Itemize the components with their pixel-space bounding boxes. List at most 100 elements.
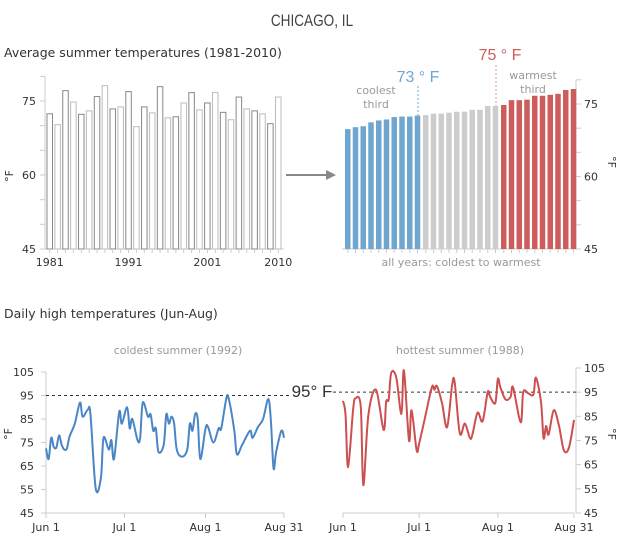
annual-y-tick-label: 75 (22, 95, 36, 108)
figure-title: CHICAGO, IL (271, 12, 354, 31)
sorted-bar (516, 100, 522, 249)
x-tick-label: Aug 31 (265, 521, 304, 534)
annual-bar-2009 (267, 123, 274, 250)
y-tick-label: 95 (20, 390, 34, 403)
sorted-bar (492, 105, 499, 249)
sorted-bar (563, 89, 569, 249)
sorted-bar (446, 112, 452, 249)
annual-bar-1994 (148, 112, 156, 250)
coolest-third-label: coolest (356, 84, 396, 97)
y-tick-label: 65 (584, 459, 598, 472)
hottest-summer-line-chart: hottest summer (1988) °F 45 55 65 75 85 95 105… (328, 344, 618, 534)
annual-x-tick-label: 2010 (264, 256, 292, 269)
annual-y-axis-label: °F (3, 170, 16, 182)
sorted-x-axis-label: all years: coldest to warmest (381, 256, 541, 269)
sorted-bar (555, 93, 561, 249)
y-tick-label: 55 (20, 484, 34, 497)
x-tick-label: Aug 1 (482, 521, 514, 534)
sorted-bar (414, 115, 421, 249)
sorted-bar (547, 94, 553, 249)
sorted-bar (438, 113, 444, 250)
y-tick-label: 55 (584, 483, 598, 496)
sorted-bar-chart: all years: coldest to warmest °F coolest… (342, 47, 618, 269)
sorted-bar (539, 95, 546, 250)
annual-y-tick-label: 60 (22, 169, 36, 182)
sorted-bar (501, 104, 507, 249)
annual-y-tick-label: 45 (22, 243, 36, 256)
annual-bar-1986 (85, 110, 93, 250)
x-tick-label: Jun 1 (328, 521, 357, 534)
sorted-bar (407, 116, 413, 249)
x-tick-label: Jun 1 (31, 521, 60, 534)
sorted-bar (477, 109, 483, 249)
hottest-y-axis-label: °F (605, 428, 618, 440)
annual-bar-1992 (133, 126, 140, 250)
sorted-bar (399, 116, 405, 249)
annual-bar-1993 (141, 106, 148, 250)
y-tick-label: 85 (20, 413, 34, 426)
y-tick-label: 65 (20, 460, 34, 473)
annual-bar-1998 (180, 102, 187, 250)
sorted-bar (532, 95, 538, 250)
annual-x-tick-label: 2001 (193, 256, 221, 269)
annual-bar-1995 (156, 86, 164, 250)
annual-bar-1989 (109, 108, 117, 250)
y-tick-label: 75 (584, 435, 598, 448)
coldest-y-axis-label: °F (2, 428, 15, 440)
sorted-bar (508, 100, 515, 249)
y-tick-label: 85 (584, 410, 598, 423)
warm-threshold-label: 75 ° F (479, 47, 522, 64)
annual-bar-2008 (259, 113, 266, 250)
daily-high-series (342, 369, 575, 487)
annual-bar-2005 (235, 96, 243, 250)
sorted-bar (430, 113, 437, 250)
daily-section-title: Daily high temperatures (Jun-Aug) (4, 306, 218, 321)
y-tick-label: 95 (584, 386, 598, 399)
sorted-y-tick-label: 45 (584, 243, 598, 256)
x-tick-label: Aug 31 (555, 521, 594, 534)
cool-threshold-label: 73 ° F (397, 69, 440, 86)
hottest-summer-title: hottest summer (1988) (396, 344, 524, 357)
sorted-bar (570, 89, 577, 250)
sorted-bar (383, 119, 390, 249)
coldest-summer-line-chart: coldest summer (1992) °F 45 55 65 75 85 95 105… (2, 344, 303, 534)
annual-x-tick-label: 1991 (115, 256, 143, 269)
y-tick-label: 75 (20, 437, 34, 450)
coldest-summer-title: coldest summer (1992) (114, 344, 243, 357)
annual-bar-2000 (196, 109, 203, 250)
annual-bar-2003 (219, 111, 227, 250)
annual-bar-1985 (78, 113, 85, 250)
warmest-third-label-line2: third (520, 83, 546, 96)
x-tick-label: Jul 1 (112, 521, 137, 534)
annual-bar-1988 (101, 85, 109, 250)
sorted-bar (391, 117, 397, 249)
annual-bar-1996 (164, 117, 172, 250)
annual-bar-1999 (188, 92, 195, 250)
annual-bar-chart: °F 45 60 75 1981 1991 2001 2010 (3, 75, 292, 269)
daily-high-series (45, 394, 285, 494)
sorted-bar (454, 111, 460, 249)
sorted-bar (376, 120, 382, 249)
sorted-bar (345, 129, 351, 249)
y-tick-label: 45 (20, 507, 34, 520)
annual-bar-1990 (117, 106, 124, 250)
sorted-bar (469, 109, 475, 249)
annual-bar-1983 (62, 90, 69, 250)
annual-bar-1991 (125, 91, 132, 250)
sorted-y-tick-label: 75 (584, 98, 598, 111)
annual-bar-1982 (54, 124, 61, 250)
arrow-icon (286, 170, 336, 180)
sorted-bar (368, 122, 374, 249)
annual-bar-2007 (251, 110, 258, 250)
annual-bar-2002 (211, 92, 219, 250)
annual-bar-1981 (46, 113, 53, 250)
y-tick-label: 45 (584, 507, 598, 520)
sorted-bar (360, 126, 366, 249)
annual-bar-1984 (70, 101, 77, 250)
x-tick-label: Jul 1 (406, 521, 431, 534)
annual-bar-2006 (243, 108, 250, 250)
sorted-bar (461, 111, 468, 249)
reference-95-label: 95° F (292, 382, 333, 401)
annual-x-tick-label: 1981 (36, 256, 64, 269)
